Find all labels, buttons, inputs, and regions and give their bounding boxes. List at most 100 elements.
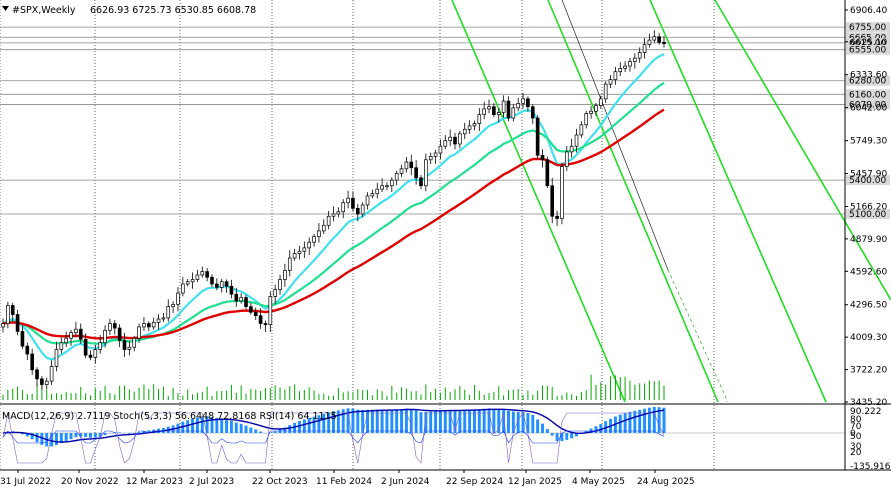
macd-hist-bar [259, 431, 263, 433]
macd-hist-bar [628, 411, 632, 433]
candle-body [93, 349, 98, 358]
macd-hist-bar [239, 423, 243, 433]
macd-hist-bar [220, 418, 224, 433]
macd-hist-bar [453, 410, 457, 433]
candle-body [156, 318, 161, 323]
macd-hist-bar [215, 417, 219, 433]
candle-body [642, 44, 647, 53]
macd-hist-bar [254, 429, 258, 433]
price-tick-label: 6042.00 [850, 104, 887, 114]
macd-hist-bar [570, 433, 574, 439]
macd-hist-bar [356, 409, 360, 433]
macd-hist-bar [545, 429, 549, 433]
candle-body [253, 311, 258, 316]
candle-body [40, 378, 44, 385]
candle-body [229, 285, 234, 295]
candle-body [623, 65, 627, 69]
macd-hist-bar [366, 409, 369, 433]
level-label: 5100.00 [849, 210, 886, 220]
candle-body [496, 112, 501, 115]
candle-body [210, 276, 214, 285]
macd-hist-bar [191, 418, 195, 433]
candle-body [176, 292, 180, 305]
macd-hist-bar [302, 419, 306, 433]
level-label: 6615.00 [849, 39, 886, 49]
time-tick-label: 12 Mar 2023 [126, 477, 183, 487]
candle-body [127, 346, 132, 350]
candle-body [419, 177, 423, 187]
candle-body [297, 250, 302, 254]
candle-body [351, 197, 355, 209]
macd-hist-bar [599, 424, 603, 433]
macd-hist-bar [458, 410, 462, 433]
candlesticks [1, 30, 666, 390]
macd-hist-bar [288, 425, 292, 433]
level-badge [846, 32, 890, 43]
time-tick-label: 24 Aug 2025 [637, 477, 695, 487]
macd-hist-bar [298, 421, 301, 433]
candle-body [200, 271, 205, 276]
macd-hist-bar [79, 433, 83, 437]
indicator-tick-label: 50 [850, 432, 862, 442]
time-tick-label: 20 Nov 2022 [61, 477, 119, 487]
price-tick-label: 5749.30 [850, 137, 887, 147]
macd-hist-bar [225, 419, 229, 433]
candle-body [428, 156, 433, 161]
macd-hist-bar [375, 409, 379, 433]
macd-hist-bar [404, 408, 408, 433]
macd-hist-bar [565, 433, 569, 440]
macd-hist-bar [103, 433, 107, 436]
macd-hist-bar [463, 409, 467, 433]
macd-hist-bar [283, 427, 287, 433]
candle-body [25, 345, 30, 355]
candle-body [302, 247, 307, 252]
candle-body [414, 167, 418, 179]
macd-hist-bar [531, 414, 535, 433]
header: #SPX,Weekly 6626.93 6725.73 6530.85 6608… [2, 5, 256, 16]
macd-hist-bar [414, 410, 418, 433]
candle-body [326, 215, 331, 226]
price-tick-label: 5457.90 [850, 170, 887, 180]
macd-hist-bar [385, 409, 389, 433]
indicator-panel [0, 407, 845, 464]
macd-hist-bar [560, 433, 564, 442]
macd-hist-bar [93, 433, 97, 438]
candle-body [618, 67, 623, 73]
indicator-tick-label: 30 [850, 442, 862, 452]
macd-hist-bar [35, 433, 39, 443]
level-badge [846, 44, 890, 55]
macd-hist-bar [492, 408, 496, 433]
macd-hist-bar [64, 433, 68, 442]
candle-body [628, 61, 632, 67]
macd-hist-bar [482, 408, 486, 433]
macd-hist-bar [409, 408, 413, 433]
candle-body [506, 100, 511, 119]
candle-body [78, 328, 83, 340]
candle-body [74, 328, 78, 333]
candle-body [234, 293, 239, 302]
candle-body [181, 283, 185, 294]
macd-hist-bar [205, 416, 209, 433]
candle-body [409, 161, 414, 169]
candle-body [394, 172, 399, 181]
macd-hist-bar [147, 430, 151, 433]
macd-hist-bar [507, 410, 510, 433]
macd-hist-bar [50, 433, 54, 447]
level-badge [846, 89, 890, 100]
candle-body [535, 117, 540, 156]
candle-body [190, 279, 195, 283]
candle-body [147, 323, 151, 328]
candle-body [589, 110, 593, 114]
macd-hist-bar [229, 420, 233, 433]
candle-body [321, 224, 326, 232]
channel-line [561, 0, 669, 271]
candle-body [287, 257, 292, 271]
candle-body [404, 161, 409, 170]
macd-hist-bar [351, 408, 355, 433]
candle-body [355, 207, 360, 215]
macd-hist-bar [502, 409, 506, 433]
macd-hist-bar [419, 412, 423, 433]
candle-body [579, 124, 584, 136]
macd-hist-bar [268, 432, 272, 433]
